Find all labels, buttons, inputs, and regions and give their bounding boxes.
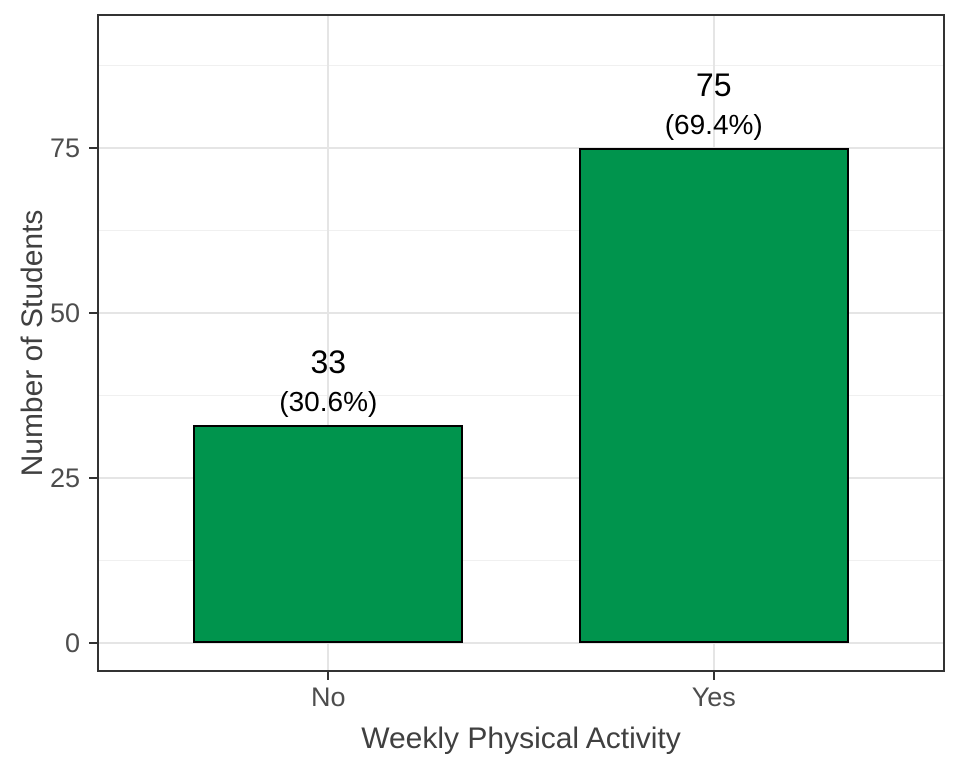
y-minor-gridline [97, 394, 945, 396]
y-minor-gridline [97, 64, 945, 66]
y-axis-title: Number of Students [16, 209, 49, 477]
x-tick-mark [327, 672, 330, 680]
x-tick-label-yes: Yes [691, 682, 736, 712]
x-tick-mark [712, 672, 715, 680]
y-minor-gridline [97, 229, 945, 231]
y-major-gridline [97, 311, 945, 314]
y-major-gridline [97, 476, 945, 479]
x-tick-label-no: No [311, 682, 346, 712]
y-tick-mark [89, 641, 97, 644]
y-tick-mark [89, 476, 97, 479]
bar-count-label: 75 [695, 67, 732, 103]
y-tick-label: 50 [49, 298, 80, 328]
y-major-gridline [97, 146, 945, 149]
y-tick-label: 75 [49, 133, 80, 163]
bar-pct-label: (69.4%) [664, 109, 763, 140]
bar-no [193, 425, 463, 643]
y-tick-label: 25 [49, 463, 80, 493]
y-major-gridline [97, 641, 945, 644]
y-tick-label: 0 [64, 628, 80, 658]
bar-count-label: 33 [310, 344, 347, 380]
bar-pct-label: (30.6%) [279, 386, 378, 417]
y-tick-mark [89, 311, 97, 314]
y-minor-gridline [97, 559, 945, 561]
x-axis-title: Weekly Physical Activity [361, 722, 681, 755]
bar-yes [579, 148, 849, 643]
x-major-gridline [327, 14, 330, 672]
y-tick-mark [89, 146, 97, 149]
